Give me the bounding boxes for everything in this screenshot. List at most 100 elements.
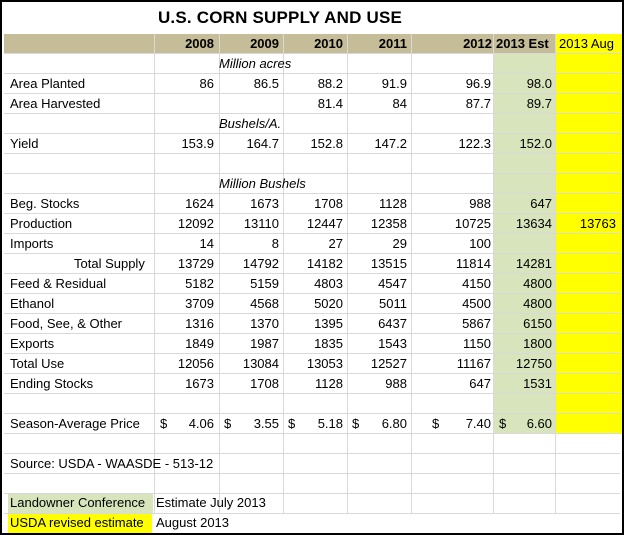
table-cell: 5020: [314, 296, 343, 311]
grid-hline: [4, 393, 620, 394]
table-cell: 147.2: [374, 136, 407, 151]
table-cell: [556, 414, 616, 434]
grid-hline: [4, 73, 620, 74]
row-label: Area Harvested: [10, 96, 101, 111]
table-cell: 100: [469, 236, 491, 251]
table-cell: 152.0: [519, 136, 552, 151]
table-cell: [556, 374, 616, 394]
table-cell: 14182: [306, 256, 343, 271]
grid-vline: [555, 34, 556, 514]
table-cell: 13515: [370, 256, 407, 271]
table-cell: 4800: [523, 296, 552, 311]
estimate-column-highlight: [493, 53, 555, 433]
row-label: Area Planted: [10, 76, 86, 91]
grid-hline: [4, 353, 620, 354]
grid-vline: [219, 34, 220, 514]
table-cell: 1531: [523, 376, 552, 391]
table-cell: 4547: [378, 276, 407, 291]
grid-hline: [4, 293, 620, 294]
table-cell: 96.9: [465, 76, 491, 91]
grid-vline: [411, 34, 412, 514]
unit-million-bushels: Million Bushels: [219, 176, 306, 191]
table-cell: 12358: [370, 216, 407, 231]
table-cell: 1316: [185, 316, 214, 331]
table-cell: 12092: [177, 216, 214, 231]
table-cell: 1128: [379, 196, 407, 211]
table-cell: 164.7: [246, 136, 279, 151]
currency-symbol: $: [432, 416, 440, 431]
table-cell: 1543: [378, 336, 407, 351]
table-cell: 12750: [515, 356, 552, 371]
grid-hline: [4, 113, 620, 114]
table-cell: 4800: [523, 276, 552, 291]
table-cell: 1673: [185, 376, 214, 391]
table-cell: 6.60: [526, 416, 552, 431]
table-cell: 14281: [515, 256, 552, 271]
grid-vline: [283, 34, 284, 514]
table-cell: 27: [328, 236, 343, 251]
col-header-2010: 2010: [314, 36, 343, 51]
grid-hline: [4, 53, 620, 54]
source-note: Source: USDA - WAASDE - 513-12: [10, 456, 214, 471]
table-cell: 13110: [243, 216, 279, 231]
table-cell: 89.7: [526, 96, 552, 111]
table-cell: 98.0: [526, 76, 552, 91]
table-cell: 4803: [314, 276, 343, 291]
table-cell: 1800: [523, 336, 552, 351]
table-cell: 12527: [370, 356, 407, 371]
table-cell: 13084: [242, 356, 279, 371]
table-cell: 153.9: [181, 136, 214, 151]
table-cell: 13729: [177, 256, 214, 271]
col-header-2013-est: 2013 Est: [496, 36, 549, 51]
grid-hline: [4, 253, 620, 254]
table-cell: 7.40: [465, 416, 491, 431]
table-cell: 29: [392, 236, 407, 251]
table-cell: [492, 234, 552, 254]
table-cell: 988: [469, 196, 491, 211]
table-cell: 5011: [379, 296, 407, 311]
table-cell: 86: [199, 76, 214, 91]
grid-hline: [4, 93, 620, 94]
grid-vline: [347, 34, 348, 514]
row-label: Total Supply: [74, 256, 145, 271]
page-title: U.S. CORN SUPPLY AND USE: [157, 8, 403, 27]
table-cell: 3.55: [253, 416, 279, 431]
row-label: Ending Stocks: [10, 376, 94, 391]
row-label: Production: [10, 216, 73, 231]
grid-hline: [4, 133, 620, 134]
col-header-2013-aug: 2013 Aug: [559, 36, 614, 51]
table-cell: 5.18: [317, 416, 343, 431]
col-header-2008: 2008: [185, 36, 214, 51]
table-cell: 14792: [242, 256, 279, 271]
unit-million-acres: Million acres: [219, 56, 292, 71]
grid-hline: [4, 493, 620, 494]
currency-symbol: $: [499, 416, 507, 431]
usda-legend-text: August 2013: [156, 515, 230, 530]
grid-vline: [493, 34, 494, 514]
currency-symbol: $: [224, 416, 232, 431]
table-cell: 13763: [579, 216, 616, 231]
table-cell: 13053: [306, 356, 343, 371]
table-cell: [556, 194, 616, 214]
table-cell: 1370: [250, 316, 279, 331]
table-cell: 13634: [515, 216, 552, 231]
table-cell: [556, 334, 616, 354]
row-label: Feed & Residual: [10, 276, 107, 291]
table-cell: 3709: [185, 296, 214, 311]
row-label: Food, See, & Other: [10, 316, 123, 331]
unit-bushels-per-acre: Bushels/A.: [219, 116, 282, 131]
usda-legend-label: USDA revised estimate: [10, 515, 144, 530]
table-cell: 647: [469, 376, 491, 391]
table-cell: 81.4: [317, 96, 343, 111]
table-cell: 11167: [456, 356, 491, 371]
currency-symbol: $: [160, 416, 168, 431]
grid-hline: [4, 433, 620, 434]
currency-symbol: $: [352, 416, 360, 431]
usda-legend-swatch: [8, 514, 152, 533]
table-cell: [556, 234, 616, 254]
grid-hline: [4, 273, 620, 274]
row-label: Season-Average Price: [10, 416, 140, 431]
table-cell: 8: [271, 236, 279, 251]
